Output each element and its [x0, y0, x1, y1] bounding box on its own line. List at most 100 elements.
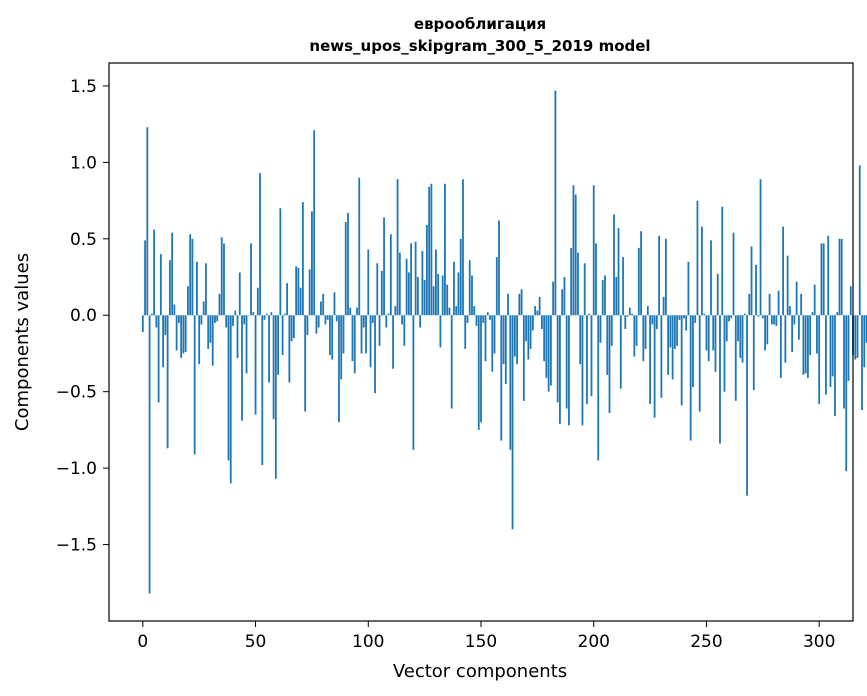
y-tick-label: −1.0 [56, 459, 97, 479]
bar-124 [421, 251, 424, 316]
bar-30 [209, 315, 212, 343]
bar-26 [200, 315, 203, 325]
bar-127 [428, 186, 431, 316]
bar-85 [333, 292, 336, 316]
bar-101 [369, 315, 372, 368]
bar-117 [405, 258, 408, 316]
bar-90 [344, 221, 347, 316]
bar-27 [202, 301, 205, 316]
bar-233 [667, 315, 670, 375]
bar-188 [565, 315, 568, 409]
bar-197 [586, 315, 588, 404]
bar-132 [439, 315, 442, 348]
bar-179 [545, 315, 548, 378]
bar-301 [820, 243, 823, 316]
bar-35 [220, 237, 223, 316]
bar-71 [301, 202, 304, 316]
bar-207 [608, 315, 611, 414]
x-axis-ticks: 0 50 100 150 200 250 300 [137, 621, 835, 652]
bar-254 [714, 315, 717, 372]
bar-255 [716, 273, 719, 316]
bar-218 [633, 315, 636, 357]
bar-109 [387, 313, 390, 316]
bar-242 [687, 261, 690, 316]
bar-194 [579, 315, 582, 365]
bar-55 [265, 313, 268, 316]
bar-146 [471, 275, 473, 316]
bar-263 [734, 315, 737, 401]
bar-239 [680, 315, 683, 406]
bar-253 [712, 315, 715, 351]
bar-147 [473, 306, 476, 316]
bar-99 [365, 315, 367, 354]
bar-123 [419, 315, 422, 328]
bar-61 [279, 208, 282, 316]
bar-186 [561, 289, 564, 316]
bar-37 [225, 315, 228, 328]
bar-48 [250, 243, 252, 316]
bar-214 [624, 315, 627, 330]
bar-174 [534, 306, 537, 316]
bar-180 [547, 315, 550, 392]
bar-203 [599, 315, 602, 343]
bar-282 [777, 290, 780, 316]
bar-238 [678, 315, 681, 320]
bar-29 [207, 315, 210, 349]
bar-231 [662, 296, 665, 316]
bar-278 [768, 293, 771, 316]
bar-6 [155, 315, 158, 328]
bar-131 [437, 273, 440, 316]
bar-94 [353, 315, 356, 374]
bar-150 [480, 315, 482, 423]
bar-190 [570, 247, 573, 316]
bar-19 [184, 315, 187, 352]
bar-181 [549, 315, 552, 386]
bar-313 [847, 315, 850, 381]
bar-258 [723, 315, 726, 392]
bar-0 [141, 315, 144, 333]
bar-210 [615, 277, 618, 316]
bar-209 [613, 214, 615, 316]
bar-269 [748, 293, 751, 316]
bar-122 [416, 277, 419, 316]
bar-126 [425, 225, 428, 316]
bar-230 [660, 315, 663, 398]
bar-302 [822, 243, 825, 316]
bar-134 [444, 183, 446, 316]
bar-135 [446, 284, 449, 316]
bar-74 [308, 269, 311, 316]
bar-235 [671, 315, 674, 380]
bar-192 [574, 194, 577, 316]
x-tick-label: 150 [465, 632, 497, 652]
bar-196 [583, 263, 586, 316]
bar-63 [283, 313, 286, 316]
bar-140 [457, 272, 460, 316]
bar-222 [642, 315, 645, 362]
bar-200 [592, 185, 595, 316]
chart-title: еврооблигация [414, 15, 546, 33]
bar-54 [263, 315, 266, 320]
bar-187 [563, 277, 566, 316]
bar-80 [322, 293, 325, 316]
bar-79 [320, 301, 322, 316]
bar-289 [793, 315, 796, 325]
bar-245 [694, 315, 697, 323]
bar-23 [193, 315, 196, 455]
bar-14 [173, 304, 176, 316]
bar-161 [504, 315, 507, 385]
bar-25 [198, 315, 201, 365]
bar-64 [286, 283, 289, 316]
bar-288 [791, 315, 794, 352]
bar-306 [831, 315, 834, 377]
bar-162 [507, 293, 509, 316]
bar-60 [277, 315, 279, 375]
bar-156 [493, 315, 496, 354]
bar-217 [631, 313, 633, 316]
x-tick-label: 300 [803, 632, 835, 652]
bar-53 [261, 315, 264, 466]
bar-39 [229, 315, 232, 484]
bar-10 [164, 315, 167, 336]
bar-144 [466, 315, 469, 323]
bar-91 [347, 212, 349, 316]
